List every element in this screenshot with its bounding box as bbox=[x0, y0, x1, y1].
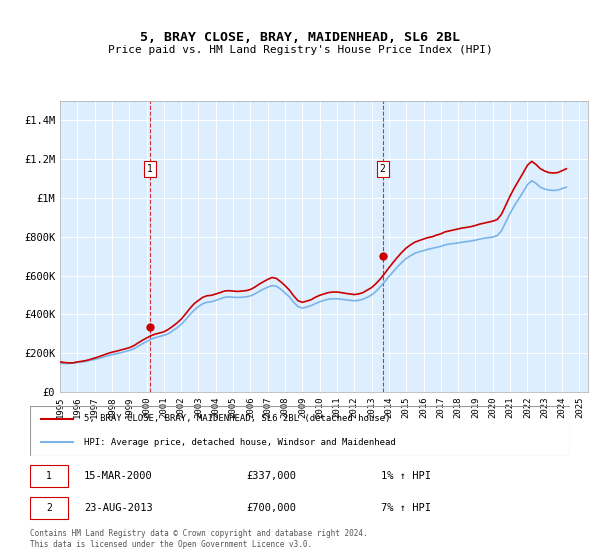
Text: 5, BRAY CLOSE, BRAY, MAIDENHEAD, SL6 2BL (detached house): 5, BRAY CLOSE, BRAY, MAIDENHEAD, SL6 2BL… bbox=[84, 414, 391, 423]
Text: 5, BRAY CLOSE, BRAY, MAIDENHEAD, SL6 2BL: 5, BRAY CLOSE, BRAY, MAIDENHEAD, SL6 2BL bbox=[140, 31, 460, 44]
Text: £337,000: £337,000 bbox=[246, 471, 296, 481]
Text: 15-MAR-2000: 15-MAR-2000 bbox=[84, 471, 153, 481]
Text: 1: 1 bbox=[147, 164, 153, 174]
Text: Contains HM Land Registry data © Crown copyright and database right 2024.
This d: Contains HM Land Registry data © Crown c… bbox=[30, 529, 368, 549]
FancyBboxPatch shape bbox=[30, 497, 68, 519]
Text: Price paid vs. HM Land Registry's House Price Index (HPI): Price paid vs. HM Land Registry's House … bbox=[107, 45, 493, 55]
Text: £700,000: £700,000 bbox=[246, 503, 296, 513]
Text: 23-AUG-2013: 23-AUG-2013 bbox=[84, 503, 153, 513]
Text: 1% ↑ HPI: 1% ↑ HPI bbox=[381, 471, 431, 481]
Text: 2: 2 bbox=[46, 503, 52, 513]
FancyBboxPatch shape bbox=[30, 465, 68, 487]
Text: 7% ↑ HPI: 7% ↑ HPI bbox=[381, 503, 431, 513]
Text: 2: 2 bbox=[380, 164, 386, 174]
Text: 1: 1 bbox=[46, 471, 52, 481]
Text: HPI: Average price, detached house, Windsor and Maidenhead: HPI: Average price, detached house, Wind… bbox=[84, 438, 396, 447]
